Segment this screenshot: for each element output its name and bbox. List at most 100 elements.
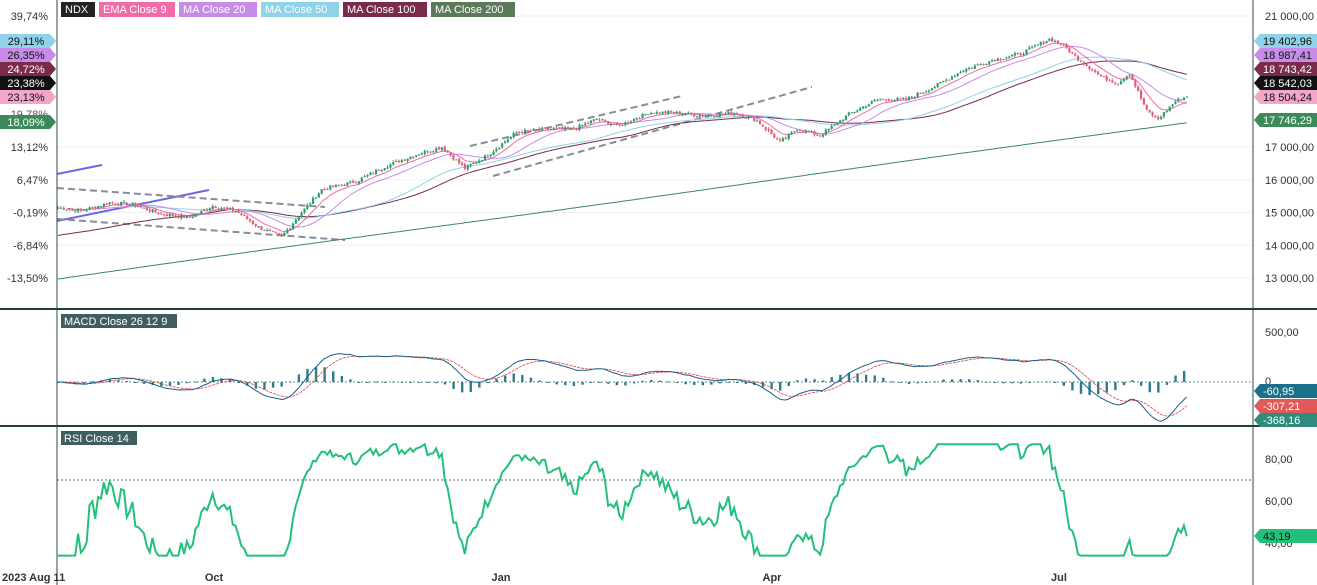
macd-histogram-bar	[598, 381, 601, 383]
rsi-tick-label: 80,00	[1265, 454, 1293, 466]
candle-body	[432, 151, 435, 153]
candle-body	[1177, 98, 1180, 102]
candle-body	[280, 233, 283, 237]
candle-body	[948, 79, 951, 81]
macd-title-bg	[61, 314, 177, 328]
candle-body	[397, 160, 401, 163]
candle-body	[1056, 40, 1060, 44]
candle-body	[460, 163, 464, 165]
candle-body	[555, 127, 558, 129]
candle-body	[627, 122, 630, 124]
legend-swatch	[179, 2, 257, 17]
candle-body	[423, 150, 426, 154]
percent-badge	[0, 76, 56, 90]
macd-histogram-bar	[968, 379, 971, 382]
macd-histogram-bar	[134, 382, 137, 383]
candle-body	[231, 207, 234, 211]
candle-body	[458, 158, 461, 164]
candle-body	[357, 181, 361, 184]
candle-body	[604, 119, 607, 121]
candle-body	[77, 209, 80, 212]
candle-body	[736, 113, 739, 115]
candle-body	[503, 141, 507, 144]
candle-body	[529, 130, 532, 132]
candle-body	[1074, 53, 1077, 56]
percent-badge-label: 29,11%	[8, 36, 45, 48]
candle-body	[905, 98, 908, 100]
candle-body	[784, 138, 787, 140]
macd-histogram-bar	[1028, 382, 1031, 383]
candle-body	[1137, 86, 1140, 92]
macd-histogram-bar	[1079, 382, 1083, 394]
candle-body	[438, 147, 441, 150]
candle-body	[833, 124, 836, 126]
candle-body	[420, 153, 424, 155]
candle-body	[618, 123, 621, 126]
candle-body	[515, 132, 518, 134]
candle-body	[125, 202, 128, 206]
macd-badge	[1254, 413, 1317, 427]
candle-body	[813, 131, 816, 135]
candle-body	[867, 104, 870, 107]
candle-body	[801, 131, 805, 133]
candle-body	[632, 119, 636, 121]
candle-body	[274, 232, 277, 234]
candle-body	[297, 216, 300, 221]
candle-body	[191, 216, 194, 218]
candle-body	[140, 206, 143, 208]
candle-body	[226, 207, 229, 209]
macd-histogram-bar	[160, 382, 163, 387]
candle-body	[727, 111, 730, 114]
candle-body	[257, 226, 260, 228]
candle-body	[68, 209, 71, 211]
macd-histogram-bar	[409, 382, 412, 383]
candle-body	[910, 97, 913, 99]
candle-body	[180, 214, 183, 219]
candle-body	[561, 126, 564, 129]
candle-body	[959, 72, 962, 74]
candle-body	[1154, 116, 1157, 118]
macd-histogram-bar	[882, 377, 885, 382]
candle-body	[830, 125, 833, 129]
candle-body	[220, 208, 223, 210]
percent-tick-label: -13,50%	[7, 273, 48, 285]
candle-body	[927, 90, 931, 92]
macd-histogram-bar	[495, 378, 498, 382]
candle-body	[781, 138, 785, 142]
candle-body	[97, 205, 100, 209]
candle-body	[850, 112, 853, 114]
candle-body	[919, 92, 922, 94]
candle-body	[91, 207, 94, 209]
price-tick-label: 14 000,00	[1265, 240, 1314, 252]
price-badge	[1254, 90, 1317, 104]
candle-body	[349, 181, 352, 183]
candle-body	[549, 128, 552, 130]
candle-body	[79, 209, 83, 211]
candle-body	[713, 116, 716, 118]
percent-badge-label: 23,38%	[7, 78, 45, 90]
macd-histogram-bar	[933, 381, 937, 383]
percent-tick-label: -6,84%	[13, 240, 48, 252]
legend-swatch	[431, 2, 515, 17]
macd-histogram-bar	[529, 377, 533, 382]
candle-body	[329, 185, 332, 190]
macd-histogram-bar	[710, 382, 713, 385]
macd-histogram-bar	[615, 382, 619, 386]
price-badge	[1254, 48, 1317, 62]
macd-histogram-bar	[108, 379, 111, 382]
candle-body	[621, 125, 624, 127]
candle-body	[647, 114, 650, 116]
candle-body	[1051, 38, 1054, 42]
candle-body	[71, 209, 74, 211]
candle-body	[271, 231, 275, 233]
candle-body	[587, 122, 590, 124]
legend-swatch	[99, 2, 175, 17]
candle-body	[526, 130, 530, 132]
price-badge-label: 18 743,42	[1263, 64, 1312, 76]
macd-histogram-bar	[864, 374, 868, 382]
candle-body	[853, 111, 856, 113]
macd-histogram-bar	[693, 382, 696, 385]
candle-body	[1002, 59, 1005, 61]
candle-body	[870, 101, 873, 104]
macd-histogram-bar	[521, 374, 524, 382]
